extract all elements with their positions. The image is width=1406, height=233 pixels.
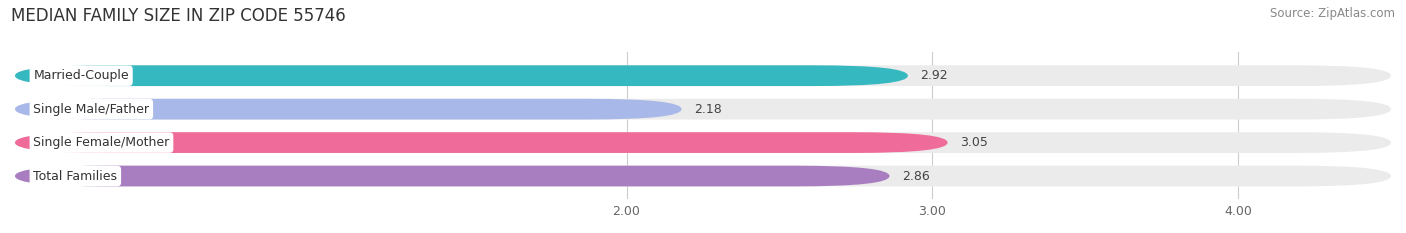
Text: 2.92: 2.92	[920, 69, 948, 82]
Text: Single Male/Father: Single Male/Father	[34, 103, 149, 116]
FancyBboxPatch shape	[15, 65, 908, 86]
Text: MEDIAN FAMILY SIZE IN ZIP CODE 55746: MEDIAN FAMILY SIZE IN ZIP CODE 55746	[11, 7, 346, 25]
FancyBboxPatch shape	[15, 65, 1391, 86]
Text: Total Families: Total Families	[34, 170, 117, 182]
FancyBboxPatch shape	[15, 99, 682, 120]
Text: 2.18: 2.18	[693, 103, 721, 116]
Text: 2.86: 2.86	[901, 170, 929, 182]
Text: Source: ZipAtlas.com: Source: ZipAtlas.com	[1270, 7, 1395, 20]
Text: Single Female/Mother: Single Female/Mother	[34, 136, 170, 149]
FancyBboxPatch shape	[15, 99, 1391, 120]
Text: Married-Couple: Married-Couple	[34, 69, 129, 82]
Text: 3.05: 3.05	[960, 136, 988, 149]
FancyBboxPatch shape	[15, 166, 890, 186]
FancyBboxPatch shape	[15, 132, 948, 153]
FancyBboxPatch shape	[15, 132, 1391, 153]
FancyBboxPatch shape	[15, 166, 1391, 186]
